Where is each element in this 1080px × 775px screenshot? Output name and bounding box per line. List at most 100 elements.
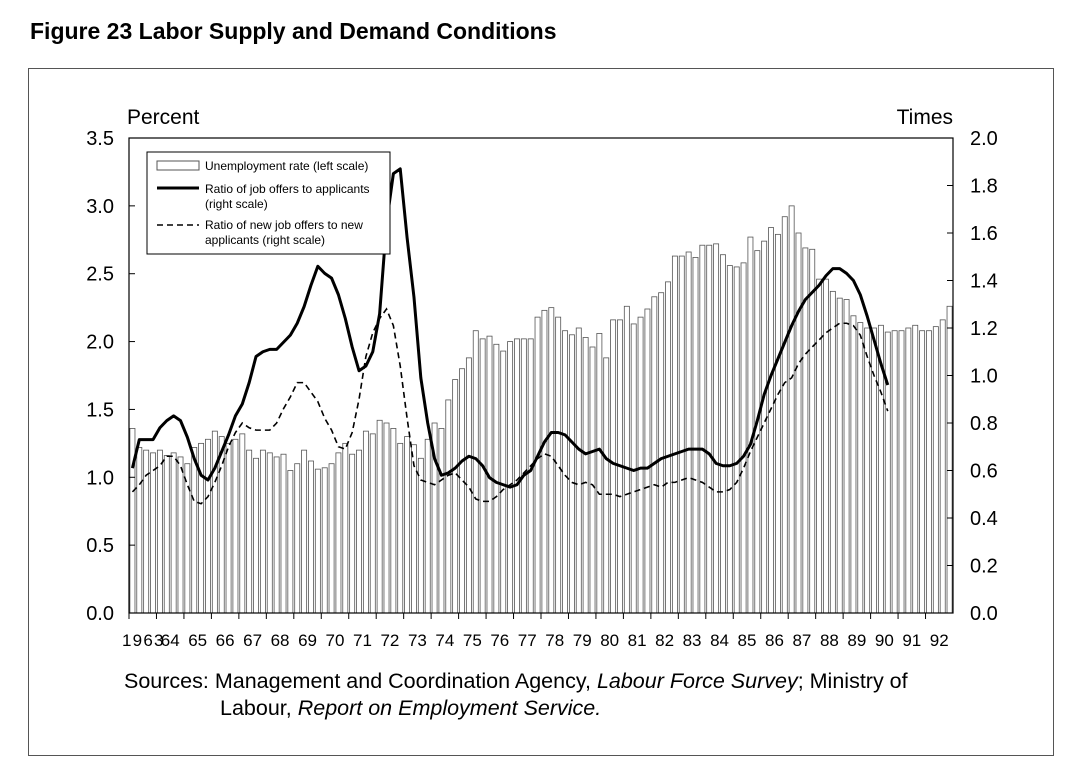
unemployment-bar	[308, 460, 314, 614]
unemployment-bar	[809, 248, 816, 614]
unemployment-bar	[596, 333, 603, 614]
unemployment-bar	[328, 463, 335, 614]
unemployment-bar	[768, 227, 774, 614]
sources-agency: Management and Coordination Agency,	[214, 669, 591, 693]
legend-entry-new-offers: Ratio of new job offers to new	[205, 218, 363, 232]
unemployment-bar	[905, 327, 912, 614]
year-tick-label: 68	[271, 631, 290, 650]
right-tick-label: 0.8	[970, 413, 998, 435]
unemployment-bar	[665, 281, 671, 614]
unemployment-bar	[912, 324, 919, 614]
unemployment-bar	[548, 307, 555, 614]
bars-layer	[129, 205, 953, 614]
unemployment-bar	[177, 456, 184, 614]
unemployment-bar	[287, 470, 294, 614]
unemployment-bar	[699, 244, 706, 614]
unemployment-bar	[156, 449, 163, 614]
unemployment-bar	[891, 330, 898, 614]
unemployment-bar	[932, 326, 939, 614]
unemployment-bar	[438, 428, 445, 614]
right-tick-label: 0.6	[970, 461, 998, 483]
year-tick-label: 86	[765, 631, 784, 650]
unemployment-bar	[459, 368, 465, 614]
year-tick-label: 85	[738, 631, 757, 650]
unemployment-bar	[472, 330, 479, 614]
unemployment-bar	[301, 449, 308, 614]
legend-entry-unemployment: Unemployment rate (left scale)	[205, 159, 368, 173]
sources-note: Sources: Management and Coordination Age…	[124, 668, 908, 722]
unemployment-bar	[610, 319, 617, 614]
left-tick-label: 2.0	[86, 332, 114, 354]
right-tick-label: 0.0	[970, 603, 998, 625]
sources-labour: Labour,	[220, 696, 292, 720]
unemployment-bar	[582, 337, 589, 614]
right-axis-label: Times	[897, 106, 953, 129]
legend-entry-new-offers-scale: applicants (right scale)	[205, 233, 325, 247]
unemployment-bar	[562, 330, 568, 614]
unemployment-bar	[726, 265, 733, 614]
year-tick-label: 64	[161, 631, 180, 650]
year-tick-label: 65	[188, 631, 207, 650]
right-tick-label: 2.0	[970, 128, 998, 150]
unemployment-bar	[589, 346, 596, 614]
unemployment-bar	[424, 438, 431, 614]
year-tick-label: 71	[353, 631, 372, 650]
unemployment-bar	[720, 254, 726, 614]
unemployment-bar	[383, 422, 390, 614]
unemployment-bar	[411, 444, 417, 614]
unemployment-bar	[205, 438, 211, 614]
unemployment-bar	[362, 430, 369, 614]
unemployment-bar	[163, 455, 170, 614]
unemployment-bar	[884, 331, 891, 614]
year-tick-label: 73	[408, 631, 427, 650]
left-tick-label: 3.5	[86, 128, 114, 150]
unemployment-bar	[191, 447, 198, 614]
unemployment-bar	[136, 447, 143, 614]
year-tick-label: 83	[683, 631, 702, 650]
unemployment-bar	[864, 327, 871, 614]
year-tick-label: 74	[435, 631, 454, 650]
left-axis-label: Percent	[127, 106, 200, 129]
year-tick-label: 72	[380, 631, 399, 650]
unemployment-bar	[555, 316, 562, 614]
unemployment-bar	[273, 456, 280, 614]
year-tick-label: 89	[847, 631, 866, 650]
left-tick-label: 0.0	[86, 603, 114, 625]
unemployment-bar	[514, 338, 520, 614]
unemployment-bar	[376, 419, 383, 614]
unemployment-bar	[225, 442, 232, 614]
unemployment-bar	[390, 428, 397, 614]
right-tick-label: 1.0	[970, 366, 998, 388]
unemployment-bar	[692, 257, 699, 614]
left-tick-label: 1.5	[86, 399, 114, 421]
year-tick-label: 69	[298, 631, 317, 650]
unemployment-bar	[232, 438, 239, 614]
unemployment-bar	[836, 297, 843, 614]
unemployment-bar	[774, 233, 781, 614]
unemployment-bar	[465, 357, 472, 614]
left-tick-label: 1.0	[86, 467, 114, 489]
unemployment-bar	[829, 290, 836, 614]
legend: Unemployment rate (left scale) Ratio of …	[146, 151, 391, 255]
unemployment-bar	[452, 379, 459, 614]
year-tick-label: 84	[710, 631, 729, 650]
unemployment-bar	[733, 266, 740, 614]
unemployment-bar	[658, 292, 665, 614]
unemployment-bar	[507, 341, 514, 614]
right-tick-label: 1.8	[970, 176, 998, 198]
year-tick-label: 91	[902, 631, 921, 650]
year-tick-label: 88	[820, 631, 839, 650]
unemployment-bar	[246, 449, 253, 614]
sources-line-2: Labour, Report on Employment Service.	[124, 695, 908, 722]
unemployment-bar	[816, 278, 823, 614]
sources-ministry: ; Ministry of	[797, 669, 908, 693]
right-tick-label: 0.4	[970, 508, 998, 530]
unemployment-bar	[493, 343, 500, 614]
axes-layer: 0.0 0.5 1.0 1.5 2.0 2.5 3.0 3.5 0.0 0.2 0.4 0.6 0.8 1…	[86, 128, 998, 650]
year-tick-label: 87	[792, 631, 811, 650]
unemployment-bar	[342, 442, 349, 614]
lines-layer	[130, 167, 890, 505]
new-job-offers-ratio-line	[131, 307, 889, 505]
unemployment-bar	[349, 453, 356, 614]
